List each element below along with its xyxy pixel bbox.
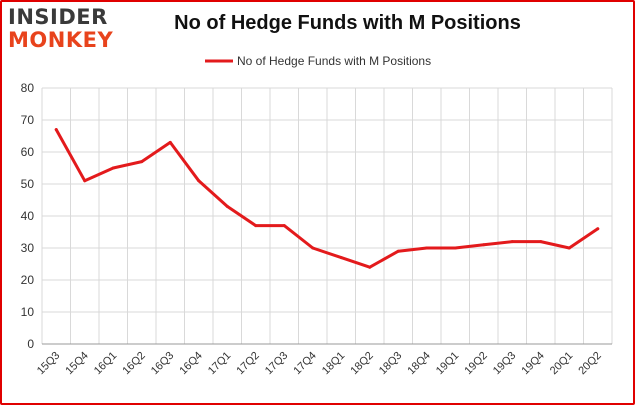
logo-line-2: MONKEY [8,28,114,52]
series-group [54,128,600,269]
y-tick-label: 40 [21,209,35,223]
chart-title: No of Hedge Funds with M Positions [174,12,521,34]
data-point [111,166,115,170]
grid [41,87,613,345]
y-tick-label: 50 [21,177,35,191]
series-line [54,128,600,269]
x-tick-label: 16Q3 [149,350,177,378]
y-tick-label: 60 [21,145,35,159]
x-axis-ticks: 15Q3 15Q4 16Q1 16Q2 16Q3 16Q4 17Q1 17Q2 17Q3 17Q4… [35,350,604,378]
x-tick-label: 18Q1 [320,350,348,378]
x-tick-label: 20Q2 [576,350,604,378]
x-tick-label: 15Q4 [63,350,91,378]
x-tick-label: 17Q4 [291,350,319,378]
x-tick-label: 16Q1 [92,350,120,378]
data-point [168,140,172,144]
data-point [282,224,286,228]
x-tick-label: 16Q4 [177,350,205,378]
x-tick-label: 19Q4 [519,350,547,378]
data-point [482,243,486,247]
x-tick-label: 18Q4 [405,350,433,378]
x-tick-label: 18Q2 [348,350,376,378]
y-tick-label: 80 [21,81,35,95]
logo-line-1: INSIDER [8,5,108,29]
data-point [225,204,229,208]
data-point [425,246,429,250]
data-point [368,265,372,269]
data-point [396,249,400,253]
data-point [539,240,543,244]
x-tick-label: 16Q2 [120,350,148,378]
y-tick-label: 70 [21,113,35,127]
data-point [140,160,144,164]
data-point [311,246,315,250]
data-point [83,179,87,183]
y-axis-ticks: 0 10 20 30 40 50 60 70 80 [21,81,35,351]
x-tick-label: 17Q3 [263,350,291,378]
y-tick-label: 30 [21,241,35,255]
insider-monkey-logo: INSIDER MONKEY [8,5,113,56]
y-tick-label: 20 [21,273,35,287]
y-tick-label: 10 [21,305,35,319]
x-tick-label: 17Q1 [206,350,234,378]
x-tick-label: 19Q1 [434,350,462,378]
x-tick-label: 17Q2 [234,350,262,378]
data-point [54,128,58,132]
x-tick-label: 20Q1 [548,350,576,378]
legend-label: No of Hedge Funds with M Positions [237,54,431,68]
data-point [254,224,258,228]
y-tick-label: 0 [27,337,34,351]
data-point [197,179,201,183]
data-point [510,240,514,244]
data-point [339,256,343,260]
x-tick-label: 15Q3 [35,350,63,378]
x-tick-label: 19Q2 [462,350,490,378]
data-point [567,246,571,250]
data-point [596,227,600,231]
x-tick-label: 18Q3 [377,350,405,378]
legend: No of Hedge Funds with M Positions [205,54,431,68]
data-point [453,246,457,250]
x-tick-label: 19Q3 [491,350,519,378]
